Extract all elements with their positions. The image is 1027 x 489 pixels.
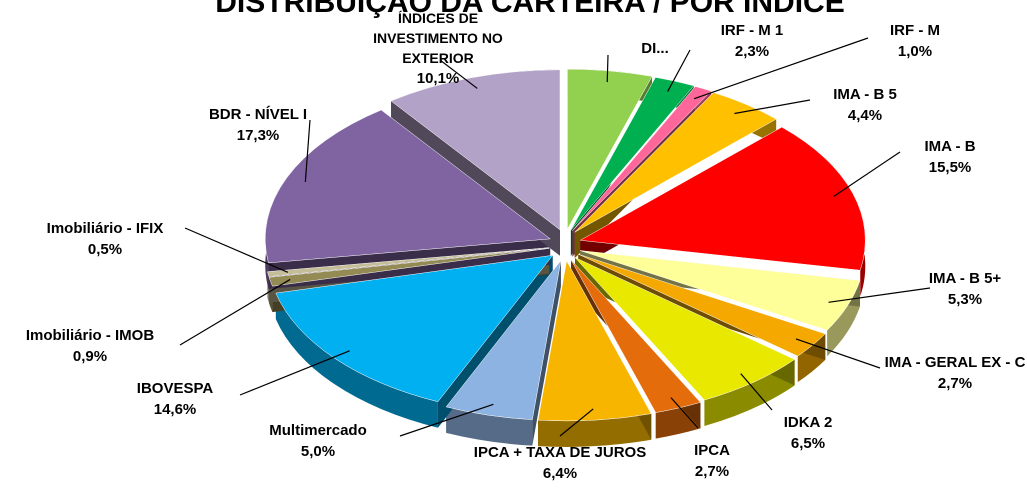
slice [579,126,866,271]
slice-value-label: 2,3% [734,43,770,60]
slice-value-label: 0,9% [72,348,108,365]
leader-line [239,350,350,396]
slice-value-label: 15,5% [928,159,972,176]
slice-label: DI... [641,40,669,57]
slice-label: IMA - B [924,138,976,155]
slice [268,248,550,287]
slice-label: IPCA [694,442,730,459]
leader-line [740,373,773,411]
leader-line [795,338,881,369]
slice [570,259,701,413]
slice-side [704,359,795,427]
slice-label: IDKA 2 [783,414,833,431]
slice-value-label: 6,5% [790,435,826,452]
slice [267,247,550,277]
slice [578,253,826,357]
leader-line [734,99,811,115]
leader-line [828,287,931,303]
leader-line [184,227,289,273]
slice-value-label: 4,4% [847,107,883,124]
leader-line [439,59,478,89]
leader-line [667,49,691,92]
slice-label: Multimercado [269,422,367,439]
slice-side [446,406,533,446]
slice [567,68,653,231]
slice-label: Imobiliário - IFIX [46,220,164,237]
slice-value-label: 6,4% [542,465,578,482]
slice [570,77,695,231]
slice [537,260,652,422]
leader-line [559,408,594,437]
leader-line [399,403,494,437]
slice-label: IMA - GERAL EX - C [884,354,1026,371]
leader-line [833,151,901,198]
slice-side [275,293,438,428]
slice-label: IRF - M 1 [720,22,784,39]
slice-value-label: 0,5% [87,241,123,258]
slice-label: IMA - B 5 [833,86,897,103]
slice-value-label: 1,0% [897,43,933,60]
leader-line [304,119,311,182]
leader-line [693,37,869,100]
slice [275,254,554,402]
slice-label: IMA - B 5+ [928,270,1002,287]
slice [445,260,562,420]
slice-side [538,413,652,447]
slice-label: BDR - NÍVEL I [208,106,308,123]
slice-label: IPCA + TAXA DE JUROS [473,444,647,461]
leader-line [179,278,291,346]
slice [574,257,796,401]
slice-inner-side [532,260,561,446]
slice [579,250,861,331]
slice-value-label: 2,7% [937,375,973,392]
slice [572,86,712,231]
slice-label: IRF - M [890,22,940,39]
slice-label: ÍNDICES DE INVESTIMENTO NO EXTERIOR [373,10,503,66]
slice-value-label: 14,6% [153,401,197,418]
slice-label: Imobiliário - IMOB [25,327,155,344]
slice [574,92,777,233]
leader-line [670,397,699,429]
slice-value-label: 17,3% [236,127,280,144]
slice [390,69,561,231]
slice [264,109,551,264]
chart-title: DISTRIBUIÇÃO DA CARTEIRA / POR ÍNDICE [215,0,845,19]
slice-value-label: 5,3% [947,291,983,308]
slice-value-label: 2,7% [694,463,730,480]
leader-line [606,54,609,83]
slice-label: IBOVESPA [136,380,214,397]
slice-value-label: 10,1% [416,70,460,87]
slice-value-label: 5,0% [300,443,336,460]
